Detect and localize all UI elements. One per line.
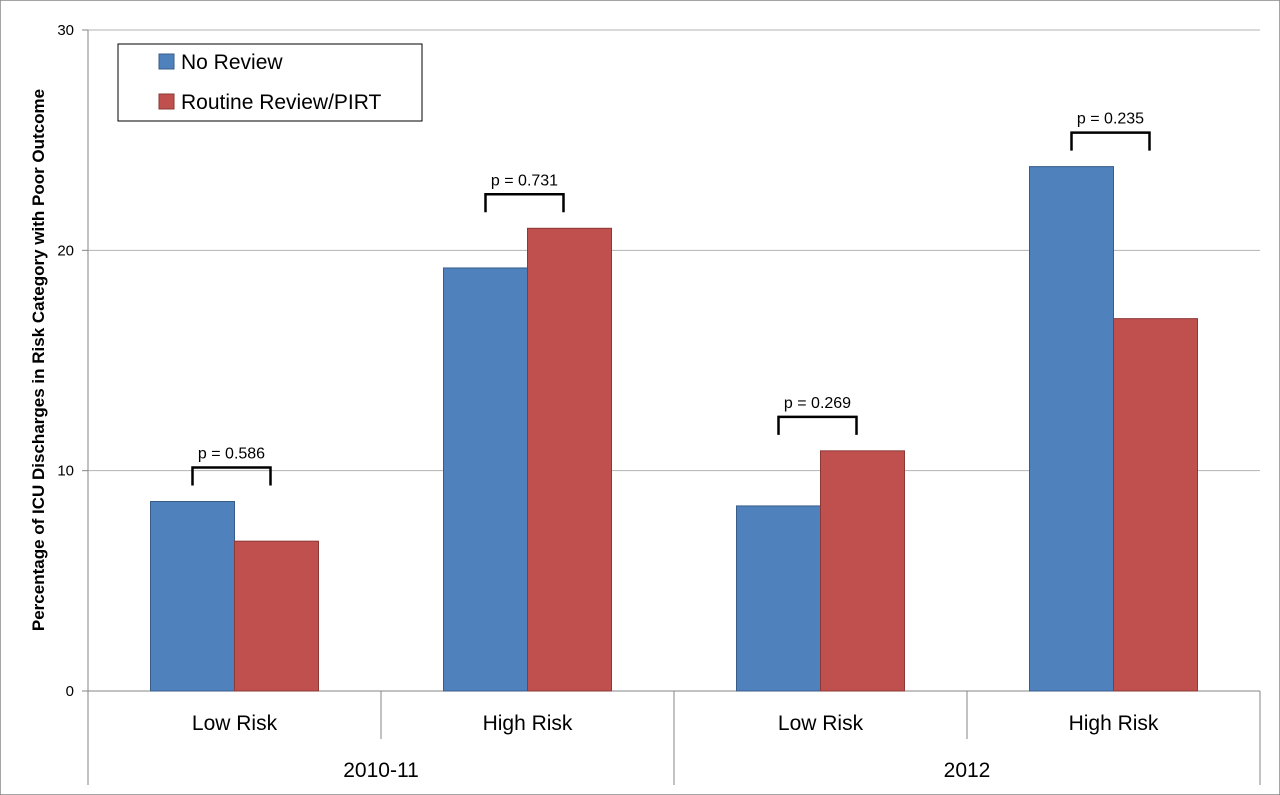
x-category-label: High Risk	[1069, 712, 1159, 735]
y-tick-label: 20	[57, 242, 74, 259]
legend-swatch-routine-review	[158, 93, 175, 110]
x-group-label: 2010-11	[343, 759, 419, 782]
bar-no-review	[736, 505, 821, 692]
legend-swatch-no-review	[158, 53, 175, 70]
x-axis-groups: 2010-11 2012	[343, 759, 990, 782]
legend: No Review Routine Review/PIRT	[117, 43, 423, 122]
bar-routine-review	[1113, 318, 1198, 692]
x-category-label: Low Risk	[778, 712, 864, 735]
p-value-bracket	[777, 415, 858, 435]
bar-routine-review	[820, 450, 905, 692]
p-value-bracket	[1070, 131, 1151, 151]
p-value-label: p = 0.269	[784, 395, 851, 412]
legend-label-routine-review: Routine Review/PIRT	[181, 91, 382, 114]
p-value-label: p = 0.235	[1077, 111, 1144, 128]
x-group-label: 2012	[944, 759, 991, 782]
bar-no-review	[150, 501, 235, 692]
p-value-label: p = 0.586	[198, 446, 265, 463]
y-tick-label: 30	[57, 22, 74, 39]
bar-routine-review	[234, 540, 319, 692]
bar-no-review	[1029, 166, 1114, 692]
bars	[150, 166, 1198, 692]
p-value-bracket	[191, 466, 272, 486]
bar-no-review	[443, 267, 528, 692]
y-tick-label: 10	[57, 463, 74, 480]
legend-label-no-review: No Review	[181, 51, 283, 74]
p-value-annotations: p = 0.586 p = 0.731 p = 0.269 p = 0.235	[191, 111, 1151, 486]
y-axis-ticks: 0 10 20 30	[57, 22, 88, 700]
x-category-label: High Risk	[483, 712, 573, 735]
bar-routine-review	[527, 227, 612, 692]
y-axis-label: Percentage of ICU Discharges in Risk Cat…	[29, 89, 48, 631]
x-axis-categories: Low Risk High Risk Low Risk High Risk	[192, 712, 1159, 735]
p-value-label: p = 0.731	[491, 172, 558, 189]
x-category-label: Low Risk	[192, 712, 278, 735]
y-tick-label: 0	[66, 683, 74, 700]
p-value-bracket	[484, 193, 565, 213]
